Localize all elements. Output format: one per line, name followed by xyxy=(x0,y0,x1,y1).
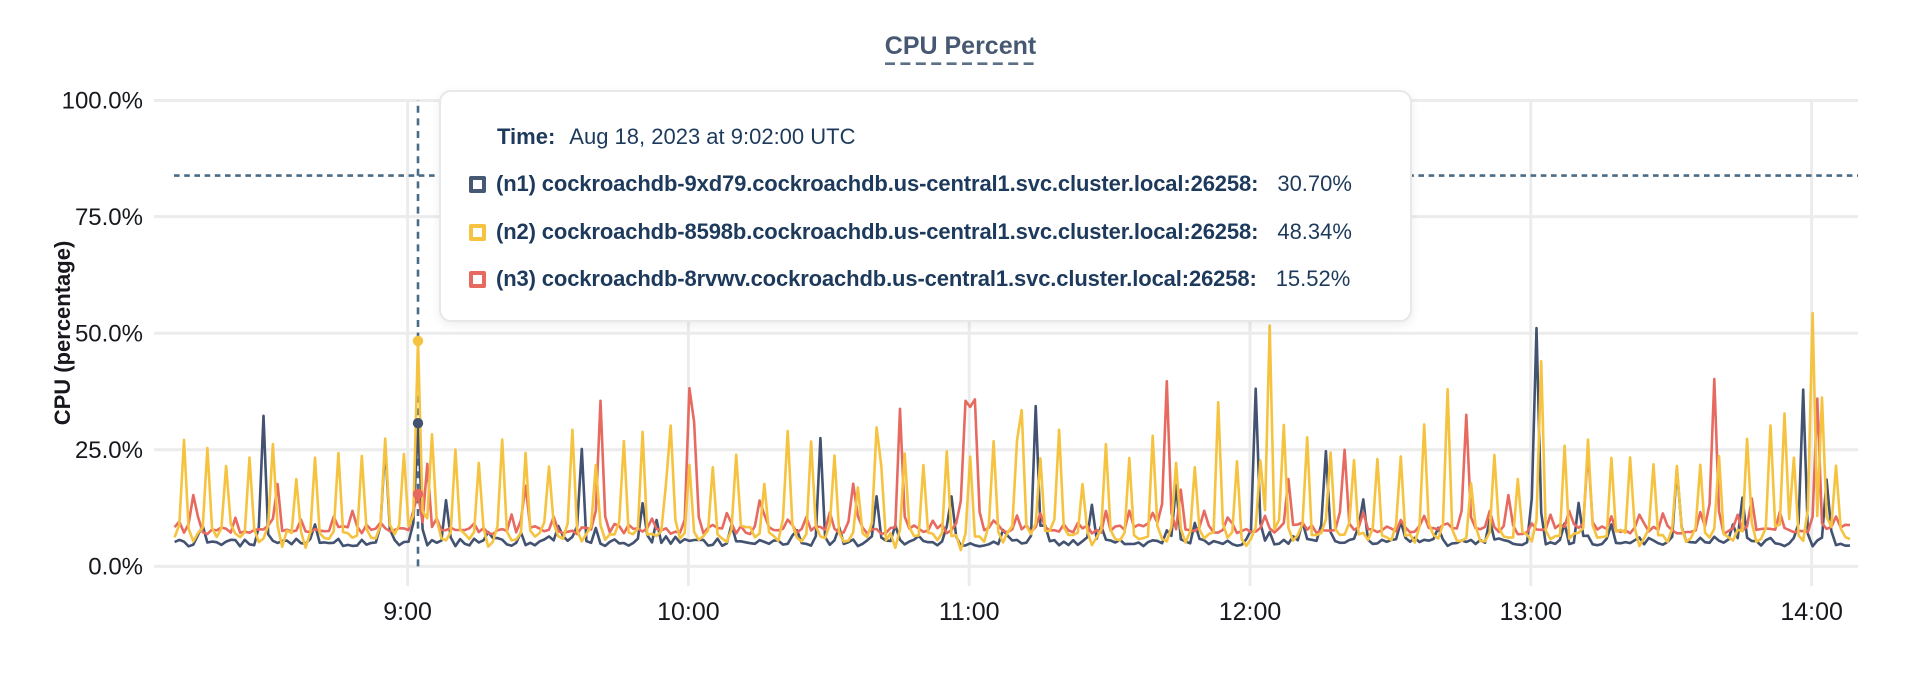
svg-text:0.0%: 0.0% xyxy=(88,554,143,581)
svg-text:14:00: 14:00 xyxy=(1780,598,1843,626)
svg-text:11:00: 11:00 xyxy=(939,598,1000,626)
svg-text:9:00: 9:00 xyxy=(383,598,432,626)
svg-text:CPU (percentage): CPU (percentage) xyxy=(50,241,75,426)
svg-text:12:00: 12:00 xyxy=(1219,598,1282,626)
svg-text:13:00: 13:00 xyxy=(1500,598,1563,626)
svg-text:10:00: 10:00 xyxy=(657,598,720,626)
svg-text:50.0%: 50.0% xyxy=(75,320,143,347)
svg-text:100.0%: 100.0% xyxy=(62,88,143,115)
svg-text:25.0%: 25.0% xyxy=(75,437,143,464)
svg-text:75.0%: 75.0% xyxy=(75,204,143,231)
